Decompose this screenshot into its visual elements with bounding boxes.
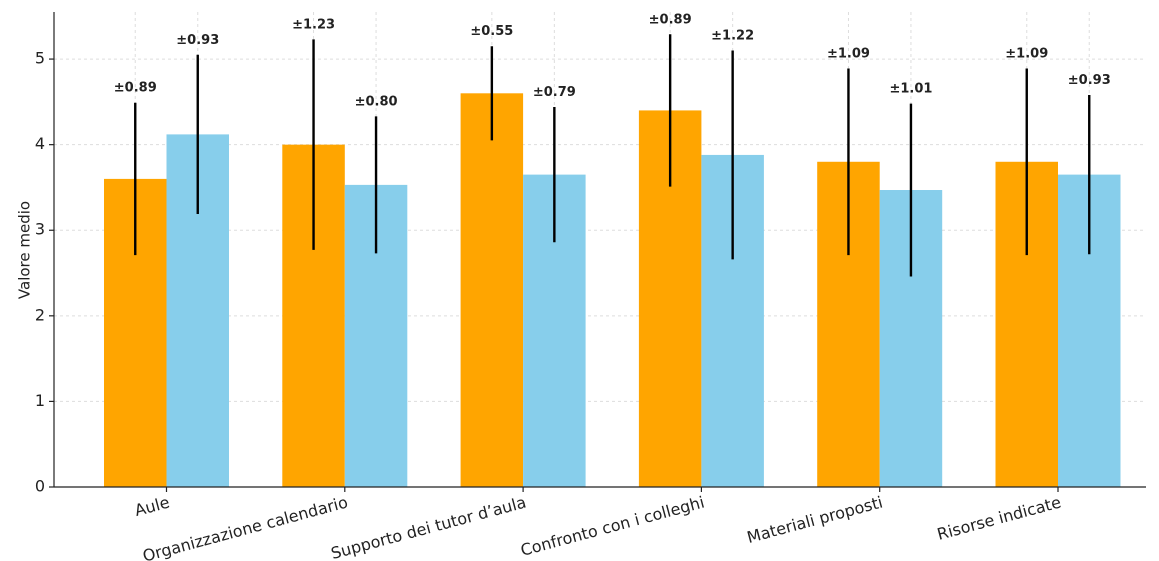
y-tick-label-3: 3 — [35, 220, 45, 239]
y-tick-label-2: 2 — [35, 305, 45, 324]
y-tick-label-5: 5 — [35, 49, 45, 68]
y-tick-label-0: 0 — [35, 477, 45, 496]
bar-2-0 — [460, 93, 524, 487]
x-tick-label-1: Organizzazione calendario — [141, 493, 350, 561]
error-label-4-0: ±1.09 — [827, 46, 870, 61]
error-label-4-1: ±1.01 — [889, 82, 932, 97]
x-tick-label-4: Materiali proposti — [745, 493, 885, 548]
x-tick-label-5: Risorse indicate — [935, 493, 1063, 544]
bars — [104, 93, 1121, 488]
error-label-5-1: ±0.93 — [1068, 73, 1111, 88]
x-tick-label-0: Aule — [132, 493, 171, 521]
y-tick-label-4: 4 — [35, 134, 45, 153]
error-label-0-1: ±0.93 — [176, 33, 219, 48]
error-label-1-1: ±0.80 — [355, 94, 398, 109]
x-tick-label-3: Confronto con i colleghi — [519, 493, 707, 560]
error-label-5-0: ±1.09 — [1005, 46, 1048, 61]
y-tick-label-1: 1 — [35, 391, 45, 410]
error-label-2-0: ±0.55 — [470, 24, 513, 39]
error-label-2-1: ±0.79 — [533, 85, 576, 100]
error-label-1-0: ±1.23 — [292, 17, 335, 32]
error-label-3-0: ±0.89 — [649, 12, 692, 27]
y-axis-title: Valore medio — [16, 201, 34, 299]
axes — [49, 12, 1146, 492]
error-label-3-1: ±1.22 — [711, 29, 754, 44]
x-tick-label-2: Supporto dei tutor d’aula — [329, 493, 528, 561]
error-bars — [134, 34, 1091, 277]
error-label-0-0: ±0.89 — [114, 81, 157, 96]
